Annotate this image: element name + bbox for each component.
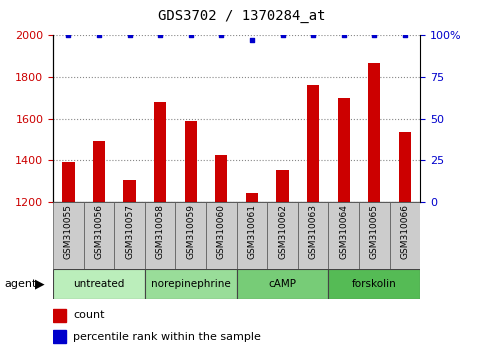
Point [370,33,378,38]
Bar [124,180,136,202]
Text: forskolin: forskolin [352,279,397,289]
Bar [93,142,105,202]
Point [156,33,164,38]
Point [65,33,72,38]
Bar [215,155,227,202]
Text: ▶: ▶ [35,278,44,291]
Text: GSM310059: GSM310059 [186,204,195,259]
Bar [53,330,66,343]
Bar [267,202,298,269]
Point [187,33,195,38]
Point [217,33,225,38]
Text: norepinephrine: norepinephrine [151,279,231,289]
Bar [145,202,175,269]
Bar [53,309,66,322]
Bar [237,269,328,299]
Text: count: count [73,310,105,320]
Bar [62,162,74,202]
Bar [53,269,145,299]
Text: GSM310066: GSM310066 [400,204,410,259]
Point [340,33,348,38]
Bar [237,202,267,269]
Bar [328,202,359,269]
Bar [390,202,420,269]
Point [279,33,286,38]
Text: GSM310064: GSM310064 [339,204,348,259]
Text: GSM310061: GSM310061 [247,204,256,259]
Bar [276,170,289,202]
Bar [53,202,84,269]
Text: GSM310065: GSM310065 [370,204,379,259]
Point [248,38,256,43]
Point [401,33,409,38]
Bar [114,202,145,269]
Bar [185,121,197,202]
Bar [246,193,258,202]
Bar [359,202,390,269]
Point [309,33,317,38]
Bar [368,63,381,202]
Bar [298,202,328,269]
Text: GSM310063: GSM310063 [309,204,318,259]
Text: GSM310062: GSM310062 [278,204,287,259]
Point [126,33,133,38]
Bar [175,202,206,269]
Text: agent: agent [5,279,37,289]
Text: cAMP: cAMP [269,279,297,289]
Text: GSM310055: GSM310055 [64,204,73,259]
Text: GDS3702 / 1370284_at: GDS3702 / 1370284_at [158,9,325,23]
Text: GSM310057: GSM310057 [125,204,134,259]
Point [95,33,103,38]
Bar [328,269,420,299]
Bar [307,85,319,202]
Bar [145,269,237,299]
Bar [154,102,166,202]
Text: GSM310060: GSM310060 [217,204,226,259]
Bar [206,202,237,269]
Bar [399,132,411,202]
Text: percentile rank within the sample: percentile rank within the sample [73,332,261,342]
Text: GSM310058: GSM310058 [156,204,165,259]
Text: GSM310056: GSM310056 [95,204,103,259]
Bar [338,98,350,202]
Bar [84,202,114,269]
Text: untreated: untreated [73,279,125,289]
